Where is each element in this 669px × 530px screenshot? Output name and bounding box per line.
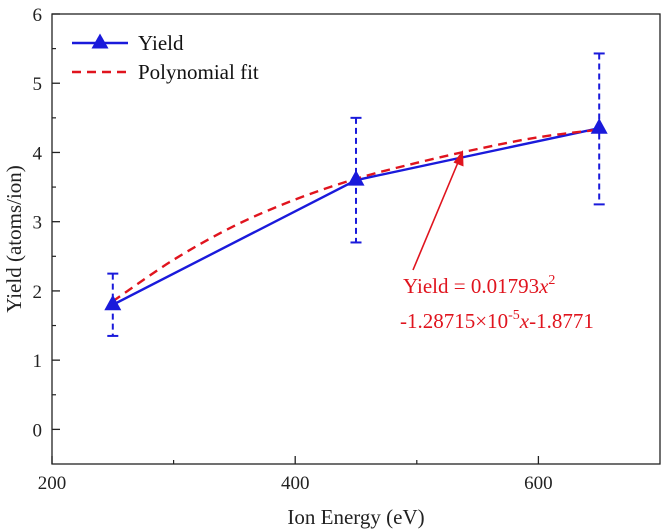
axis-tick-labels: 200 400 600 0 1 2 3 4 5 6 — [33, 5, 553, 494]
y-axis-title: Yield (atoms/ion) — [2, 165, 26, 313]
plot-frame — [51, 13, 661, 465]
y-tick-label: 1 — [33, 351, 43, 372]
series-polynomial-fit — [112, 128, 600, 303]
x-tick-label: 200 — [38, 473, 67, 494]
yield-marker — [590, 118, 608, 134]
y-tick-label: 4 — [33, 143, 43, 164]
eq-line2-var: x — [519, 309, 530, 333]
eq-line2-b: -1.8771 — [529, 309, 594, 333]
y-tick-label: 5 — [33, 74, 43, 95]
series-layer — [104, 52, 608, 337]
axis-ticks — [51, 13, 540, 464]
legend-yield-marker — [91, 33, 109, 49]
y-tick-label: 3 — [33, 213, 43, 234]
x-tick-label: 600 — [524, 473, 553, 494]
eq-line1-sup: 2 — [548, 273, 555, 288]
plot-area-border — [51, 13, 661, 465]
x-axis-title: Ion Energy (eV) — [287, 505, 424, 529]
legend-fit-label: Polynomial fit — [138, 60, 259, 84]
legend-yield-label: Yield — [138, 31, 184, 55]
series-yield-line — [112, 127, 600, 306]
y-tick-label: 2 — [33, 282, 43, 303]
annotation-arrow-line — [412, 159, 460, 271]
yield-marker — [347, 170, 365, 186]
eq-line1-main: Yield = 0.01793 — [403, 274, 539, 298]
y-tick-label: 0 — [33, 420, 43, 441]
annotation-arrow-head — [453, 150, 464, 167]
eq-line2-a: -1.28715×10 — [400, 309, 508, 333]
eq-line2-sup: -5 — [508, 308, 520, 323]
fit-equation-line1: Yield = 0.01793x2 — [403, 273, 555, 298]
x-tick-label: 400 — [281, 473, 310, 494]
y-tick-label: 6 — [33, 5, 43, 26]
fit-equation-annotation: Yield = 0.01793x2 -1.28715×10-5x-1.8771 — [400, 150, 594, 333]
fit-equation-line2: -1.28715×10-5x-1.8771 — [400, 308, 594, 333]
yield-marker — [104, 294, 122, 311]
eq-line1-var: x — [538, 274, 549, 298]
legend: Yield Polynomial fit — [72, 31, 259, 84]
